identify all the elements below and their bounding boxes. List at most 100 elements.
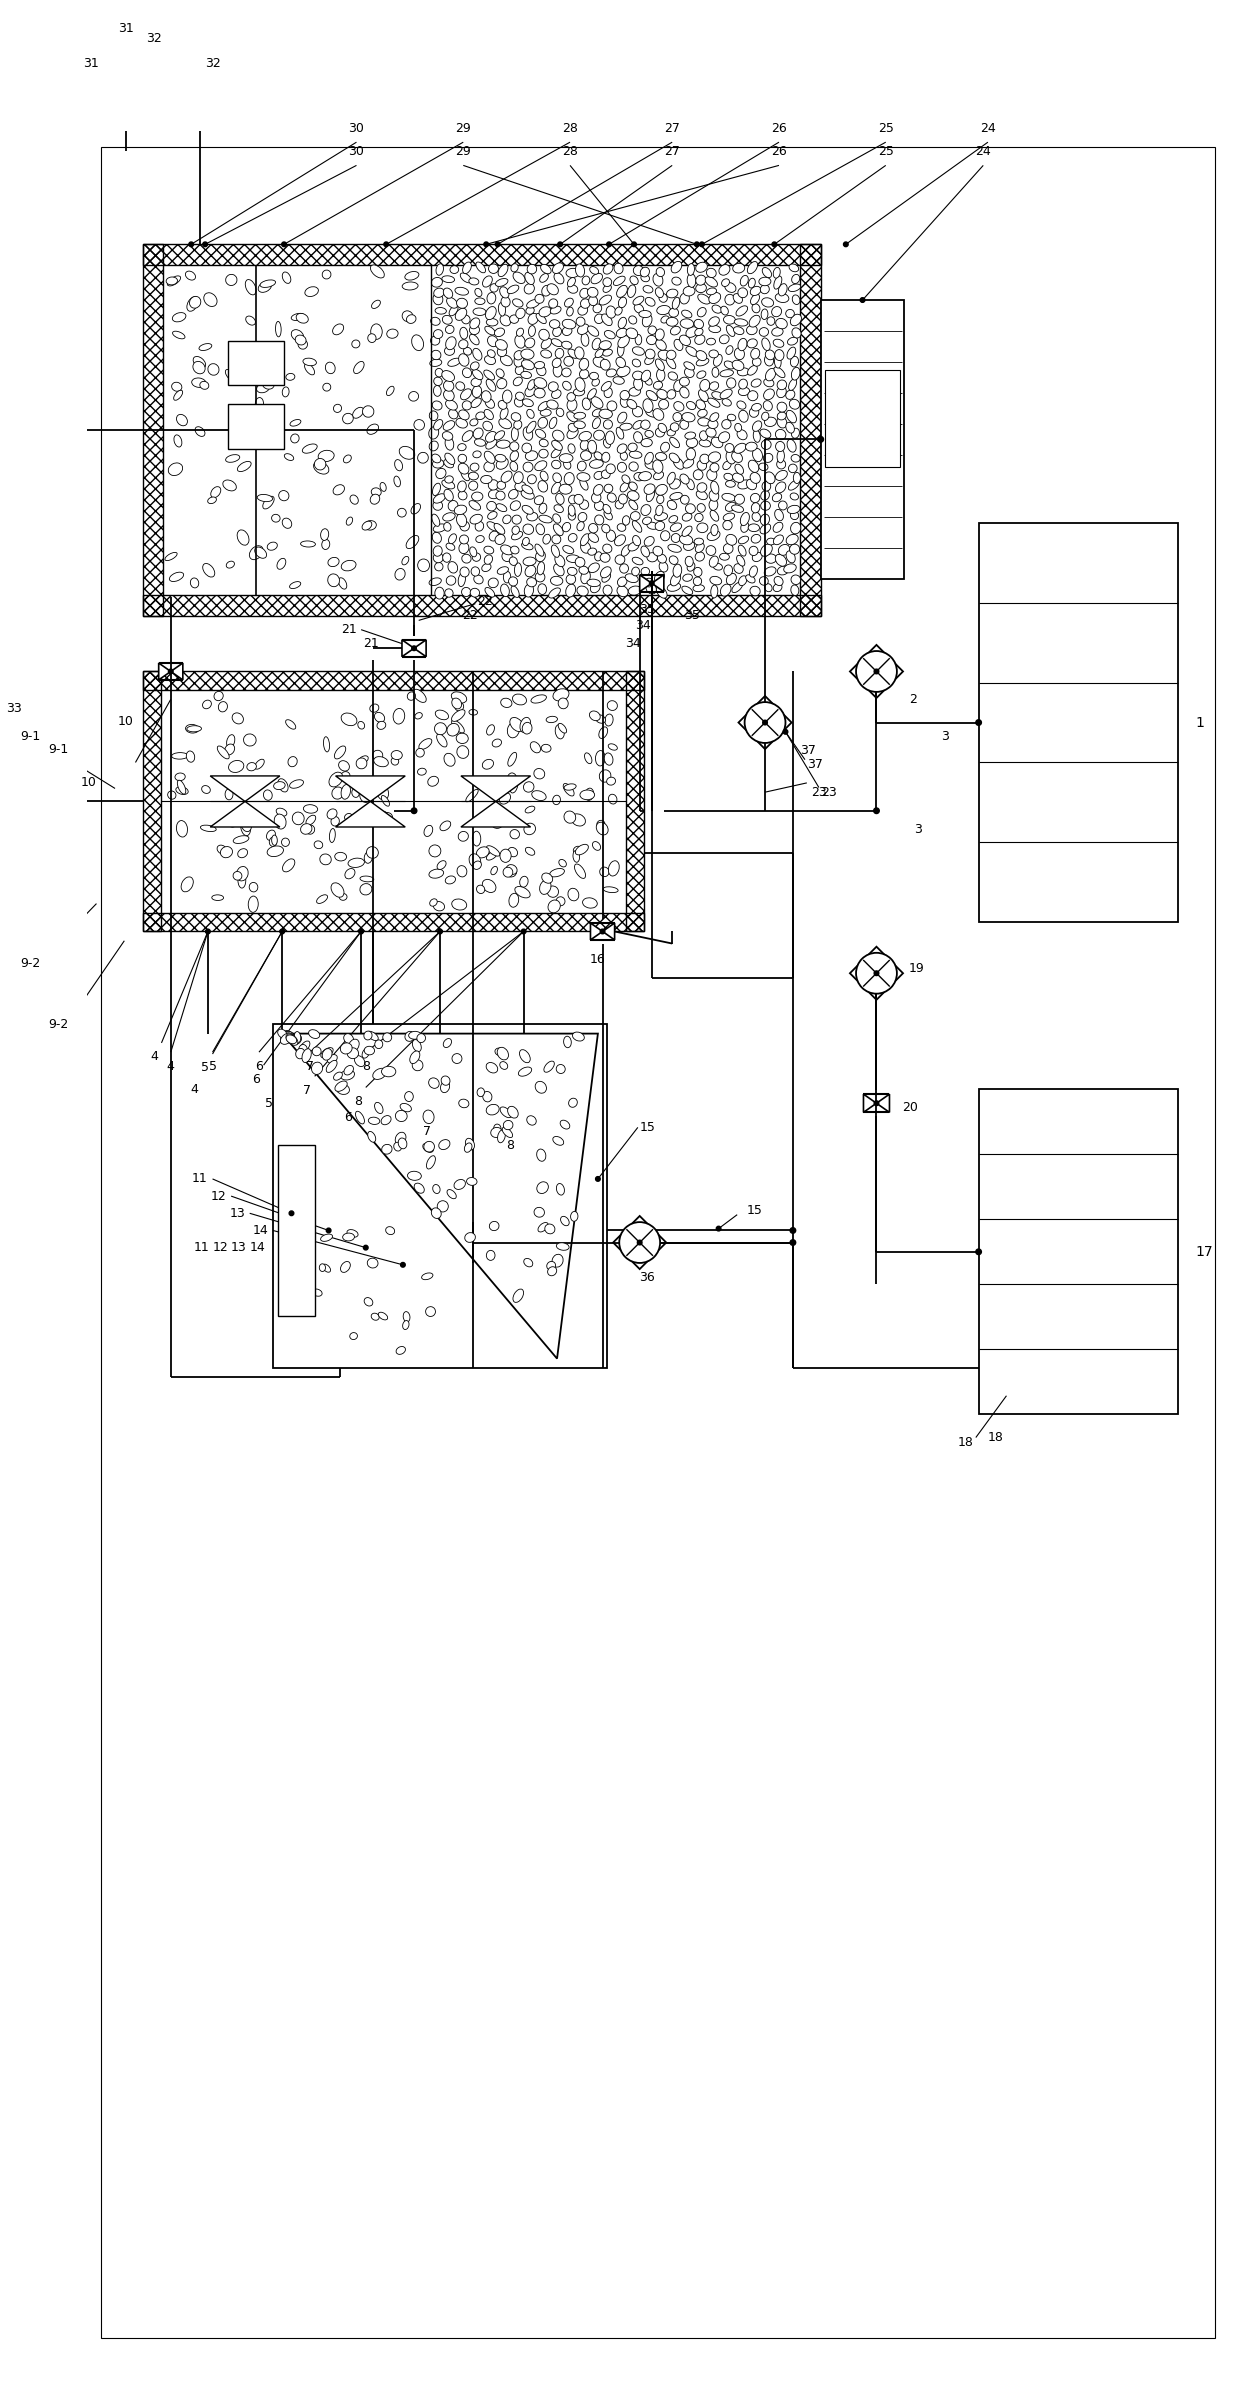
Ellipse shape [433, 553, 443, 562]
Ellipse shape [620, 452, 627, 459]
Ellipse shape [418, 560, 429, 572]
Ellipse shape [696, 490, 707, 500]
Ellipse shape [486, 431, 496, 443]
Ellipse shape [634, 474, 645, 481]
Ellipse shape [523, 1258, 533, 1268]
Ellipse shape [644, 483, 655, 495]
Ellipse shape [554, 273, 564, 285]
Ellipse shape [365, 521, 376, 531]
Ellipse shape [634, 266, 644, 275]
Ellipse shape [508, 892, 518, 907]
Ellipse shape [732, 505, 744, 512]
Ellipse shape [290, 433, 299, 443]
Ellipse shape [567, 574, 575, 584]
Ellipse shape [686, 347, 698, 356]
Ellipse shape [362, 407, 374, 416]
Ellipse shape [299, 1041, 310, 1052]
Text: 35: 35 [684, 610, 701, 622]
Ellipse shape [751, 304, 760, 313]
Ellipse shape [687, 273, 696, 287]
Ellipse shape [368, 335, 376, 342]
Ellipse shape [474, 428, 484, 438]
Ellipse shape [774, 268, 780, 277]
Ellipse shape [647, 521, 658, 529]
Circle shape [650, 581, 653, 586]
Ellipse shape [469, 500, 481, 509]
Ellipse shape [557, 409, 564, 416]
Ellipse shape [614, 263, 624, 273]
Ellipse shape [696, 263, 707, 273]
Ellipse shape [686, 557, 693, 567]
Ellipse shape [191, 579, 198, 588]
Ellipse shape [492, 820, 502, 828]
Ellipse shape [444, 287, 453, 299]
Ellipse shape [449, 409, 458, 419]
Ellipse shape [496, 340, 507, 349]
Ellipse shape [448, 359, 461, 366]
Ellipse shape [789, 464, 797, 474]
Ellipse shape [619, 297, 626, 309]
Ellipse shape [414, 419, 424, 431]
Ellipse shape [696, 275, 706, 285]
Ellipse shape [211, 486, 221, 498]
Polygon shape [201, 86, 213, 105]
Ellipse shape [291, 330, 304, 342]
Ellipse shape [733, 328, 744, 335]
Ellipse shape [511, 414, 521, 421]
Ellipse shape [417, 1033, 425, 1043]
Ellipse shape [750, 586, 760, 596]
Ellipse shape [515, 352, 523, 359]
Ellipse shape [753, 553, 763, 562]
Ellipse shape [604, 753, 613, 765]
Polygon shape [171, 663, 182, 679]
Text: 27: 27 [665, 146, 680, 158]
Ellipse shape [246, 280, 255, 294]
Ellipse shape [680, 474, 689, 483]
Ellipse shape [557, 1184, 564, 1196]
Ellipse shape [343, 454, 351, 464]
Text: 35: 35 [639, 603, 655, 615]
Ellipse shape [727, 574, 737, 584]
Ellipse shape [673, 380, 683, 392]
Ellipse shape [737, 431, 748, 440]
Ellipse shape [500, 792, 511, 804]
Ellipse shape [485, 356, 496, 364]
Circle shape [203, 242, 207, 246]
Ellipse shape [760, 524, 771, 533]
Ellipse shape [618, 342, 624, 356]
Ellipse shape [706, 277, 718, 287]
Ellipse shape [616, 428, 624, 440]
Ellipse shape [446, 297, 458, 309]
Ellipse shape [606, 464, 615, 474]
Ellipse shape [667, 349, 676, 359]
Ellipse shape [604, 509, 613, 519]
Ellipse shape [713, 562, 723, 569]
Ellipse shape [746, 325, 758, 335]
Ellipse shape [739, 576, 746, 586]
Ellipse shape [476, 885, 485, 895]
Ellipse shape [765, 471, 775, 483]
Ellipse shape [314, 462, 329, 474]
Ellipse shape [641, 545, 650, 557]
Ellipse shape [765, 555, 776, 562]
Ellipse shape [340, 895, 347, 899]
Ellipse shape [382, 1067, 396, 1076]
Ellipse shape [605, 715, 613, 727]
Ellipse shape [551, 447, 560, 457]
Ellipse shape [680, 421, 688, 428]
Ellipse shape [724, 361, 734, 368]
Ellipse shape [565, 268, 579, 277]
Ellipse shape [515, 887, 531, 897]
Ellipse shape [629, 388, 641, 397]
Ellipse shape [445, 399, 458, 409]
Text: 27: 27 [665, 122, 680, 134]
Ellipse shape [496, 505, 507, 512]
Ellipse shape [629, 316, 637, 323]
Ellipse shape [227, 818, 236, 828]
Bar [143, 914, 645, 930]
Ellipse shape [553, 524, 563, 536]
Ellipse shape [599, 727, 608, 739]
Ellipse shape [776, 459, 786, 469]
Ellipse shape [465, 1232, 475, 1241]
Ellipse shape [661, 316, 670, 323]
